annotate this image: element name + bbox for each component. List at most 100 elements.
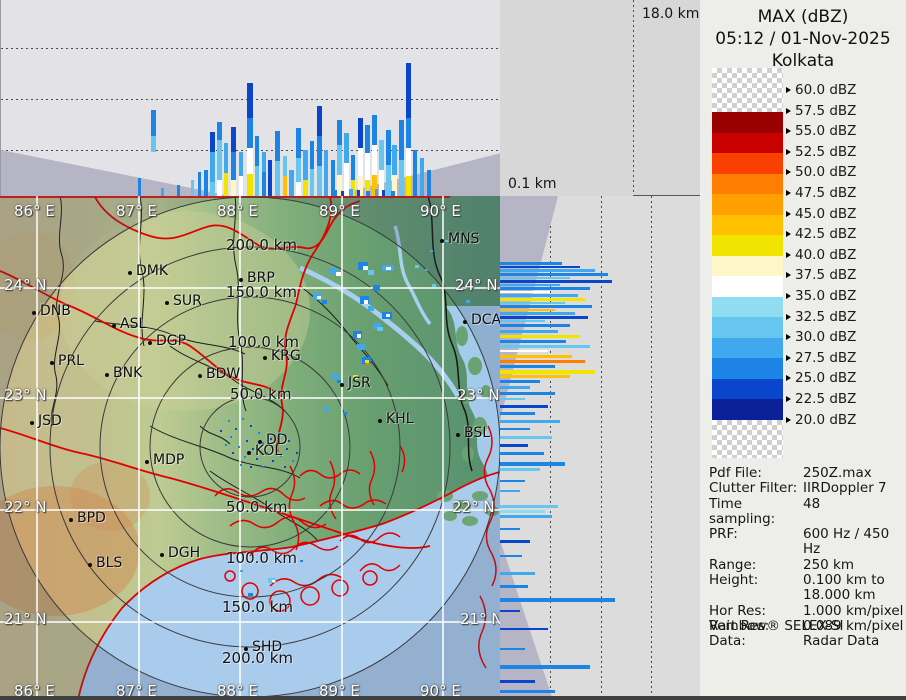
product-datetime: 05:12 / 01-Nov-2025 [700,28,906,50]
echo-side-bar [500,294,578,297]
echo-top-bar [399,160,404,196]
legend-title: MAX (dBZ) 05:12 / 01-Nov-2025 Kolkata [700,6,906,72]
station-label: BPD [77,510,106,526]
lat-label: 24° N [4,276,47,294]
echo-side-bar [500,468,540,471]
colorbar-level: 32.5 dBZ [786,309,856,325]
level-arrow-icon [786,169,791,175]
echo-cell [336,272,341,276]
metadata-label: Pdf File: [709,466,803,481]
lat-label: 23° N [457,386,500,404]
echo-side-bar [500,291,550,293]
level-arrow-icon [786,149,791,155]
station-label: ASL [120,316,146,332]
reflectivity-colorbar [712,68,783,458]
echo-top-bar [191,180,194,196]
lon-label: 89° E [319,202,360,220]
echo-side-bar [500,665,590,669]
colorbar-band [712,235,783,256]
station-dot [88,563,92,567]
station-dot [160,553,164,557]
lat-label: 24° N [455,276,498,294]
level-label: 60.0 dBZ [795,82,856,98]
colorbar-band [712,399,783,420]
level-label: 55.0 dBZ [795,123,856,139]
station-dot [340,383,344,387]
echo-side-bar [500,298,585,301]
metadata-label: PRF: [709,527,803,558]
echo-side-bar [500,510,545,513]
clutter-speckle [220,430,222,432]
range-ring-label: 200.0 km [226,236,297,254]
legend-panel: MAX (dBZ) 05:12 / 01-Nov-2025 Kolkata 60… [700,0,906,700]
station-dot [50,361,54,365]
level-label: 32.5 dBZ [795,309,856,325]
echo-cell [386,314,390,317]
station-label: BRP [247,270,275,286]
echo-top-bar [224,173,228,196]
colorbar-level: 40.0 dBZ [786,247,856,263]
echo-top-bar [420,158,424,196]
level-arrow-icon [786,272,791,278]
clutter-speckle [292,460,294,462]
clutter-speckle [288,440,290,442]
clutter-speckle [232,452,234,454]
metadata-value: 0.100 km to 18.000 km [803,573,904,604]
colorbar-level: 30.0 dBZ [786,329,856,345]
clutter-speckle [244,456,246,458]
station-dot [30,421,34,425]
lon-label: 88° E [217,202,258,220]
echo-cell [386,267,391,270]
metadata-label: Data: [709,634,803,649]
echo-cell [300,560,303,562]
echo-top-bar [247,174,253,196]
station-dot [128,271,132,275]
echo-top-bar [210,132,215,152]
echo-cell [368,306,374,311]
lon-label: 86° E [14,202,55,220]
station-label: DGH [168,545,200,561]
echo-top-bar [351,155,355,180]
side-cross-section-panel [500,196,700,700]
colorbar-band [712,276,783,297]
echo-top-bar [365,125,370,153]
echo-cell [364,300,368,304]
echo-side-bar [500,490,520,492]
level-arrow-icon [786,252,791,258]
colorbar-level: 22.5 dBZ [786,391,856,407]
station-label: JSD [38,413,62,429]
echo-top-bar [296,182,301,196]
level-label: 52.5 dBZ [795,144,856,160]
metadata-value: 600 Hz / 450 Hz [803,527,904,558]
echo-side-bar [500,585,528,588]
colorbar-checker-band [712,420,783,458]
station-label: KOL [255,443,282,459]
level-label: 45.0 dBZ [795,206,856,222]
level-arrow-icon [786,108,791,114]
echo-top-bar [427,170,431,196]
level-label: 47.5 dBZ [795,185,856,201]
lat-label: 23° N [4,386,47,404]
echo-top-bar [349,189,353,196]
echo-top-bar [231,180,236,196]
echo-top-bar [177,185,180,196]
echo-side-bar [500,420,560,423]
level-arrow-icon [786,375,791,381]
echo-top-bar [358,118,363,148]
echo-top-bar [324,150,328,196]
echo-top-bar [217,180,222,196]
metadata-value: 1.000 km/pixel [803,604,904,619]
station-dot [105,373,109,377]
station-dot [463,320,467,324]
side-panel-gridline [601,196,602,700]
echo-cell [357,334,361,338]
echo-top-bar [303,180,308,196]
level-label: 57.5 dBZ [795,103,856,119]
echo-top-bar [247,118,253,148]
echo-cell [432,284,436,287]
colorbar-band [712,358,783,379]
station-label: BSL [464,425,490,441]
colorbar-level: 37.5 dBZ [786,267,856,283]
colorbar-band [712,174,783,195]
echo-top-bar [296,128,301,158]
